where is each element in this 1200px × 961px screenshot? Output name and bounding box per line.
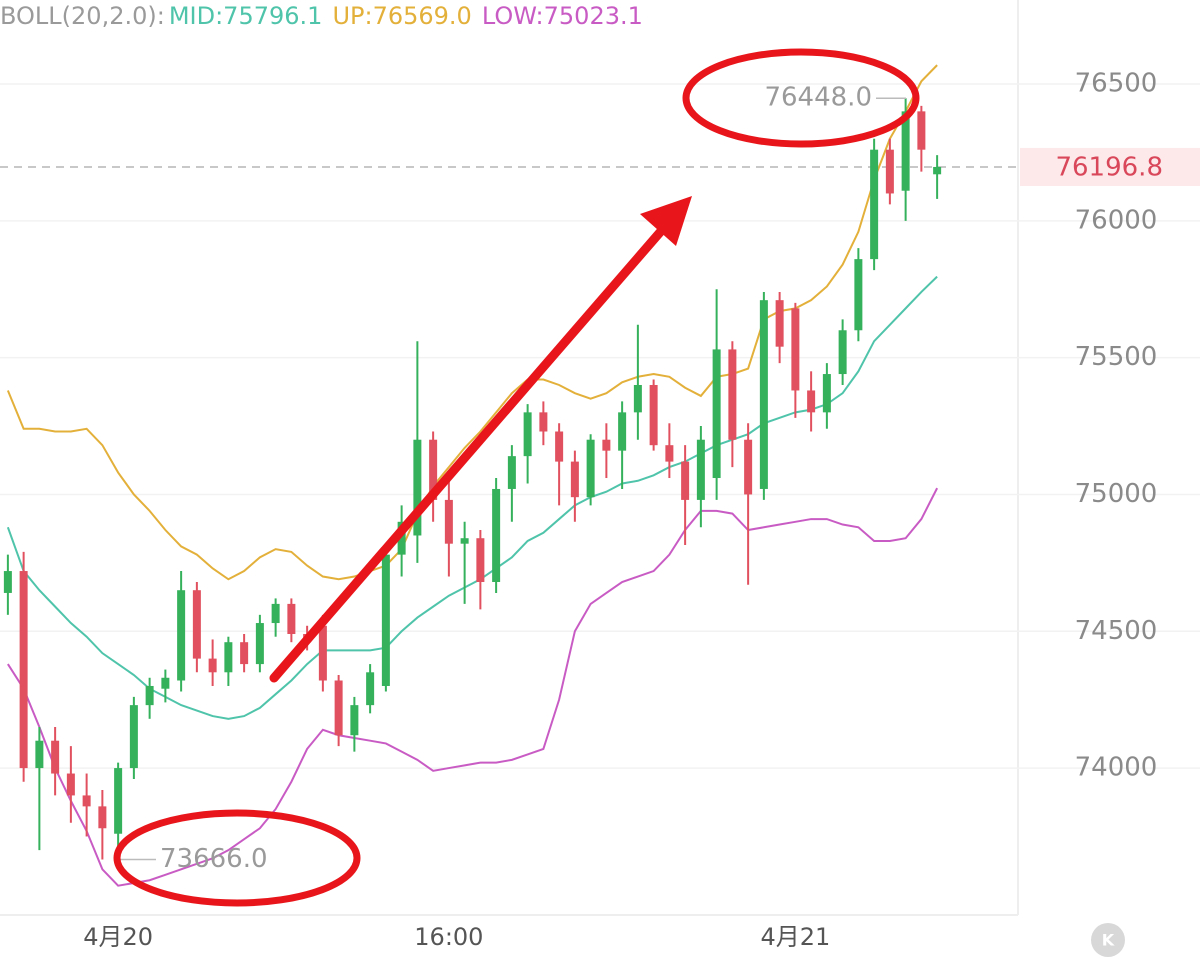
candle-body bbox=[287, 603, 296, 634]
candle-body bbox=[838, 330, 847, 375]
y-tick-label: 74500 bbox=[1075, 616, 1158, 646]
candle-body bbox=[51, 740, 60, 774]
candle-body bbox=[901, 111, 910, 191]
candle-body bbox=[19, 571, 28, 769]
candle-body bbox=[649, 384, 658, 446]
boll-line bbox=[6, 275, 938, 720]
candle-body bbox=[696, 439, 705, 500]
candle-body bbox=[539, 412, 548, 432]
candle-body bbox=[98, 806, 107, 829]
candle-body bbox=[665, 445, 674, 462]
candle-body bbox=[728, 349, 737, 440]
candle-body bbox=[444, 499, 453, 544]
y-tick-label: 75500 bbox=[1075, 342, 1158, 372]
indicator-name: BOLL(20,2.0): bbox=[0, 2, 165, 30]
legend-entry: MID:75796.1 bbox=[168, 2, 323, 30]
annotations: K bbox=[113, 48, 1125, 957]
candle-body bbox=[681, 461, 690, 500]
candle-body bbox=[885, 149, 894, 194]
candle-body bbox=[712, 349, 721, 479]
candle-body bbox=[476, 538, 485, 582]
candle-body bbox=[429, 439, 438, 500]
candle-body bbox=[460, 538, 469, 544]
highlight-ellipse bbox=[113, 809, 361, 907]
candle-body bbox=[66, 773, 75, 796]
x-tick-label: 4月21 bbox=[760, 923, 830, 951]
candle-body bbox=[161, 677, 170, 689]
boll-line bbox=[7, 487, 939, 887]
candle-body bbox=[744, 439, 753, 495]
candle-body bbox=[177, 590, 186, 681]
candle-body bbox=[255, 623, 264, 665]
candle-body bbox=[350, 705, 359, 736]
candle-body bbox=[822, 374, 831, 413]
last-price-label: 76196.8 bbox=[1055, 152, 1163, 182]
trend-arrow bbox=[269, 225, 667, 683]
candle-body bbox=[555, 431, 564, 462]
candle-body bbox=[870, 149, 879, 260]
candle-body bbox=[224, 642, 233, 673]
candle-body bbox=[334, 680, 343, 736]
arrow-head bbox=[640, 196, 692, 246]
candle-body bbox=[240, 642, 249, 665]
candle-body bbox=[366, 672, 375, 706]
low-marker-label: 73666.0 bbox=[160, 844, 268, 874]
toggle-icon[interactable]: K bbox=[1102, 931, 1115, 950]
candle-body bbox=[586, 439, 595, 498]
last-price-box bbox=[1020, 147, 1200, 186]
candle-body bbox=[114, 768, 123, 834]
candle-body bbox=[192, 590, 201, 659]
candle-body bbox=[570, 461, 579, 498]
legend-entry: LOW:75023.1 bbox=[481, 2, 643, 30]
candle-body bbox=[492, 488, 501, 582]
candle-body bbox=[35, 740, 44, 769]
candle-body bbox=[381, 554, 390, 686]
x-tick-label: 16:00 bbox=[414, 923, 483, 951]
candle-body bbox=[397, 521, 406, 555]
candle-body bbox=[602, 439, 611, 451]
candle-body bbox=[854, 259, 863, 331]
y-tick-label: 74000 bbox=[1075, 753, 1158, 783]
y-tick-label: 76500 bbox=[1075, 69, 1158, 99]
candle-body bbox=[759, 300, 768, 489]
candle-body bbox=[933, 166, 942, 175]
y-tick-label: 75000 bbox=[1075, 479, 1158, 509]
candle-body bbox=[3, 571, 12, 593]
candle-body bbox=[82, 795, 91, 807]
candle-body bbox=[507, 456, 516, 489]
candle-body bbox=[318, 625, 327, 681]
toggle-button[interactable] bbox=[1091, 923, 1125, 957]
candle-body bbox=[271, 603, 280, 624]
y-tick-label: 76000 bbox=[1075, 205, 1158, 235]
candle-body bbox=[775, 300, 784, 347]
candle-body bbox=[618, 412, 627, 451]
x-tick-label: 4月20 bbox=[83, 923, 153, 951]
high-marker-label: 76448.0 bbox=[764, 83, 872, 113]
candle-body bbox=[413, 439, 422, 536]
candle-body bbox=[917, 111, 926, 150]
candle-body bbox=[791, 308, 800, 391]
legend-entry: UP:76569.0 bbox=[332, 2, 472, 30]
indicator-header: BOLL(20,2.0): MID:75796.1 UP:76569.0 LOW:75… bbox=[0, 0, 653, 32]
marks: 74000 74500 75000 75500 76000 76500 4月20 16:00 4… bbox=[0, 64, 1200, 951]
candle-body bbox=[145, 685, 154, 706]
highlight-ellipse bbox=[682, 48, 920, 148]
candle-body bbox=[129, 705, 138, 769]
candle-body bbox=[633, 384, 642, 413]
candle-body bbox=[208, 658, 217, 673]
candle-body bbox=[523, 412, 532, 457]
candle-body bbox=[807, 390, 816, 413]
